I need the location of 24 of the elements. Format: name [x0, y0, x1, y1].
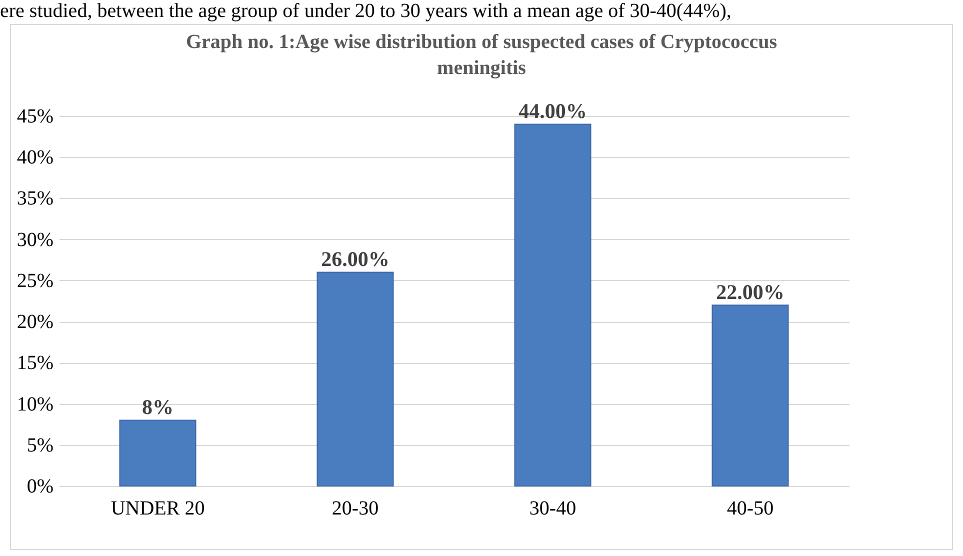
- x-tick-label: 40-50: [726, 498, 774, 520]
- bar: [514, 124, 592, 486]
- bar: [119, 420, 196, 486]
- y-tick-label: 45%: [16, 106, 54, 128]
- x-tick-label: UNDER 20: [110, 498, 205, 520]
- y-tick-label: 10%: [16, 393, 54, 416]
- text: ere studied, between the age group of under 20 to 30 years with a mean age of 30-40(44%),: [0, 0, 732, 24]
- chart-title: Graph no. 1:Age wise distribution of suspected cases of Cryptococcus meningitis: [184, 30, 778, 81]
- y-tick-label: 30%: [16, 228, 54, 251]
- y-tick-label: 15%: [16, 352, 54, 374]
- data-label: 44.00%: [518, 99, 587, 124]
- y-tick-label: 40%: [16, 146, 54, 169]
- y-tick-label: 35%: [16, 188, 54, 210]
- y-tick-label: 5%: [26, 434, 54, 456]
- bar: [316, 272, 394, 486]
- data-label: 22.00%: [716, 280, 784, 304]
- y-tick-label: 0%: [26, 476, 54, 498]
- bar: [712, 304, 789, 486]
- x-tick-label: 30-40: [529, 498, 576, 520]
- y-tick-label: 20%: [16, 311, 54, 334]
- data-label: 26.00%: [321, 247, 390, 272]
- y-tick-label: 25%: [16, 270, 54, 292]
- data-label: 8%: [142, 395, 174, 420]
- x-tick-label: 20-30: [332, 498, 379, 520]
